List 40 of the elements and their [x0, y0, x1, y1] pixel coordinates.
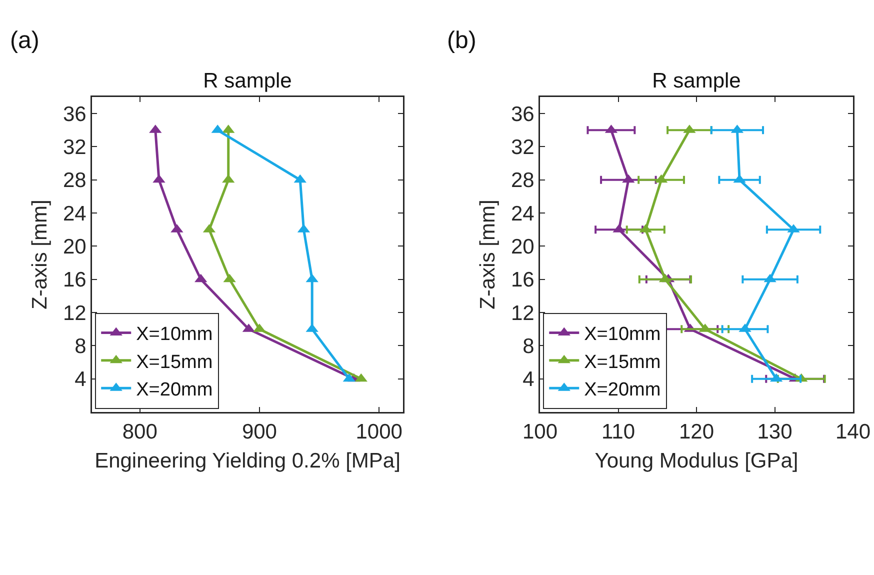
y-tick-label: 36 [62, 102, 86, 126]
x-tick-label: 110 [602, 420, 635, 444]
text: (b) [447, 27, 476, 54]
y-tick-label: 4 [74, 368, 87, 392]
legend-label: X=20mm [584, 380, 661, 401]
x-tick-label: 140 [835, 420, 871, 444]
y-tick-label: 28 [510, 169, 534, 192]
legend-label: X=20mm [136, 380, 213, 401]
legend-label: X=10mm [136, 324, 213, 346]
legend-label: X=10mm [584, 324, 661, 346]
x-tick-label: 100 [522, 420, 558, 444]
x-axis-title: Young Modulus [GPa] [594, 450, 798, 473]
y-tick-label: 8 [74, 335, 86, 358]
y-tick-label: 16 [510, 268, 534, 292]
y-tick-label: 20 [62, 236, 86, 259]
y-tick-label: 28 [62, 169, 86, 192]
y-axis-title: Z-axis [mm] [476, 200, 500, 310]
y-tick-label: 36 [510, 102, 534, 126]
y-tick-label: 12 [62, 302, 86, 325]
y-tick-label: 12 [510, 302, 534, 325]
y-tick-label: 32 [62, 136, 86, 160]
text: (a) [10, 27, 40, 54]
x-tick-label: 1000 [356, 420, 402, 444]
x-tick-label: 130 [757, 420, 792, 444]
x-axis-title: Engineering Yielding 0.2% [MPa] [94, 450, 400, 473]
legend-label: X=15mm [136, 352, 213, 373]
y-axis-title: Z-axis [mm] [28, 200, 52, 310]
x-tick-label: 800 [122, 420, 158, 444]
chart-title: R sample [652, 69, 741, 92]
x-tick-label: 900 [242, 420, 277, 444]
y-tick-label: 24 [510, 202, 535, 226]
y-tick-label: 20 [510, 236, 534, 259]
y-tick-label: 4 [522, 368, 535, 392]
y-tick-label: 32 [510, 136, 534, 160]
x-tick-label: 120 [678, 420, 714, 444]
y-tick-label: 16 [62, 268, 86, 292]
chart-title: R sample [203, 69, 292, 92]
y-tick-label: 8 [522, 335, 534, 358]
y-tick-label: 24 [62, 202, 87, 226]
legend-label: X=15mm [584, 352, 661, 373]
